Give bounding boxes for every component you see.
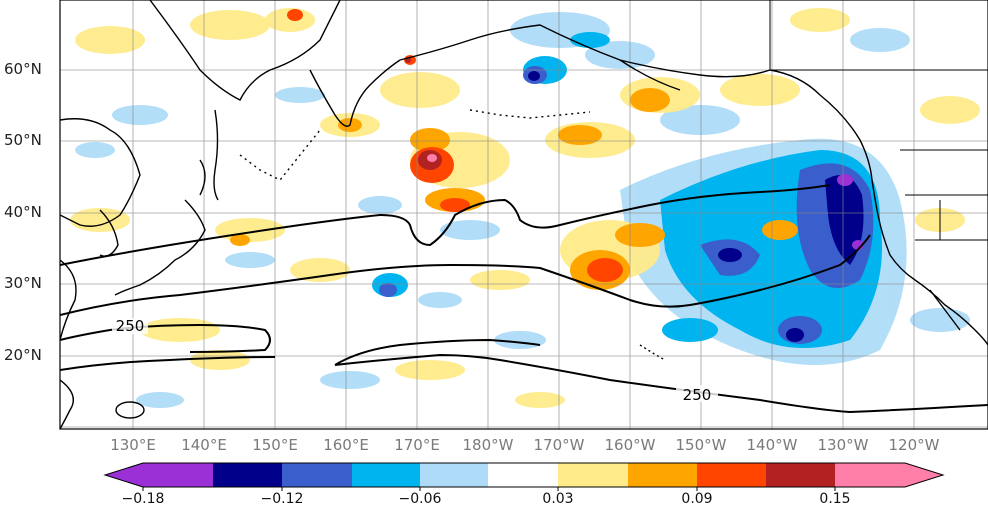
colorbar bbox=[103, 462, 945, 491]
lon-label-150w: 150°W bbox=[675, 436, 727, 454]
lon-label-170w: 170°W bbox=[533, 436, 585, 454]
colorbar-segment-1 bbox=[143, 463, 213, 487]
lat-label-30n: 30°N bbox=[4, 274, 42, 292]
lon-label-180w: 180°W bbox=[462, 436, 514, 454]
colorbar-label-neg006: −0.06 bbox=[398, 491, 442, 507]
colorbar-segment-7 bbox=[558, 463, 628, 487]
colorbar-extend-low bbox=[105, 463, 143, 487]
lon-label-170e: 170°E bbox=[394, 436, 440, 454]
lat-label-20n: 20°N bbox=[4, 346, 42, 364]
colorbar-segment-4 bbox=[352, 463, 420, 487]
lon-label-130w: 130°W bbox=[817, 436, 869, 454]
map-frame bbox=[59, 0, 988, 430]
lon-label-150e: 150°E bbox=[252, 436, 298, 454]
contour-lines bbox=[60, 184, 988, 414]
colorbar-label-015: 0.15 bbox=[819, 491, 851, 507]
lat-label-50n: 50°N bbox=[4, 131, 42, 149]
lon-label-140e: 140°E bbox=[181, 436, 227, 454]
colorbar-label-003: 0.03 bbox=[542, 491, 574, 507]
colorbar-segment-2 bbox=[213, 463, 282, 487]
lat-label-60n: 60°N bbox=[4, 60, 42, 78]
contour-label-250-east: 250 bbox=[683, 386, 712, 404]
colorbar-label-neg012: −0.12 bbox=[260, 491, 304, 507]
colorbar-segment-8 bbox=[628, 463, 697, 487]
lat-label-40n: 40°N bbox=[4, 203, 42, 221]
colorbar-segment-3 bbox=[282, 463, 352, 487]
colorbar-segment-5 bbox=[420, 463, 488, 487]
contour-label-250-west: 250 bbox=[116, 317, 145, 335]
lon-label-130e: 130°E bbox=[110, 436, 156, 454]
lon-label-140w: 140°W bbox=[746, 436, 798, 454]
coastlines bbox=[60, 0, 988, 429]
colorbar-label-009: 0.09 bbox=[681, 491, 713, 507]
contour-label-group: 250 250 bbox=[112, 317, 718, 404]
colorbar-segment-9 bbox=[697, 463, 766, 487]
lon-label-160e: 160°E bbox=[323, 436, 369, 454]
colorbar-segment-10 bbox=[766, 463, 835, 487]
colorbar-label-neg018: −0.18 bbox=[121, 491, 165, 507]
colorbar-extend-high bbox=[905, 463, 943, 487]
lon-label-160w: 160°W bbox=[604, 436, 656, 454]
lon-label-120w: 120°W bbox=[888, 436, 940, 454]
anomaly-field bbox=[70, 8, 980, 408]
colorbar-segment-11 bbox=[835, 463, 905, 487]
colorbar-segment-6 bbox=[488, 463, 558, 487]
